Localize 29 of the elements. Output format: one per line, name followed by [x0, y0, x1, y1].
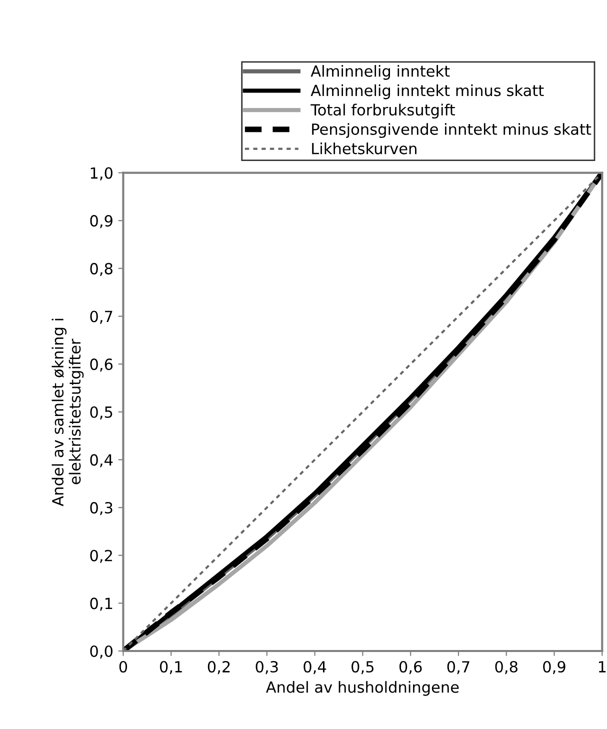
x-tick-label: 0,1: [160, 660, 182, 674]
y-tick-label: 1,0: [90, 167, 112, 180]
legend-label: Total forbruksutgift: [310, 104, 455, 119]
y-tick-label: 0,4: [90, 454, 113, 468]
legend-label: Pensjonsgivende inntekt minus skatt: [312, 123, 592, 138]
y-tick-label: 0,8: [90, 262, 112, 276]
x-tick-label: 0: [119, 660, 128, 673]
y-tick-label: 0,2: [90, 550, 112, 563]
y-tick-label: 0,0: [90, 645, 112, 659]
x-axis-title: Andel av husholdningene: [266, 681, 459, 696]
y-tick-label: 0,1: [90, 598, 112, 611]
x-tick-label: 0,6: [399, 660, 422, 674]
x-tick-label: 1: [598, 661, 606, 672]
x-tick-label: 0,4: [304, 660, 326, 674]
y-tick-label: 0,9: [90, 215, 112, 228]
x-tick-label: 0,5: [352, 660, 374, 674]
y-tick-label: 0,5: [90, 406, 112, 420]
x-tick-label: 0,7: [447, 660, 470, 674]
legend-label: Likhetskurven: [312, 142, 416, 154]
x-tick-label: 0,3: [256, 660, 278, 674]
y-tick-label: 0,6: [90, 358, 113, 372]
x-tick-label: 0,2: [208, 660, 230, 674]
legend-label: Alminnelig inntekt: [310, 65, 450, 80]
x-tick-label: 0,9: [543, 660, 566, 674]
y-tick-label: 0,3: [90, 502, 112, 516]
x-tick-label: 0,8: [495, 660, 518, 674]
y-tick-label: 0,7: [90, 310, 112, 324]
y-axis-title: Andel av samlet økning i elektrisitetsutgifter: [52, 318, 84, 506]
legend-label: Alminnelig inntekt minus skatt: [310, 84, 544, 100]
